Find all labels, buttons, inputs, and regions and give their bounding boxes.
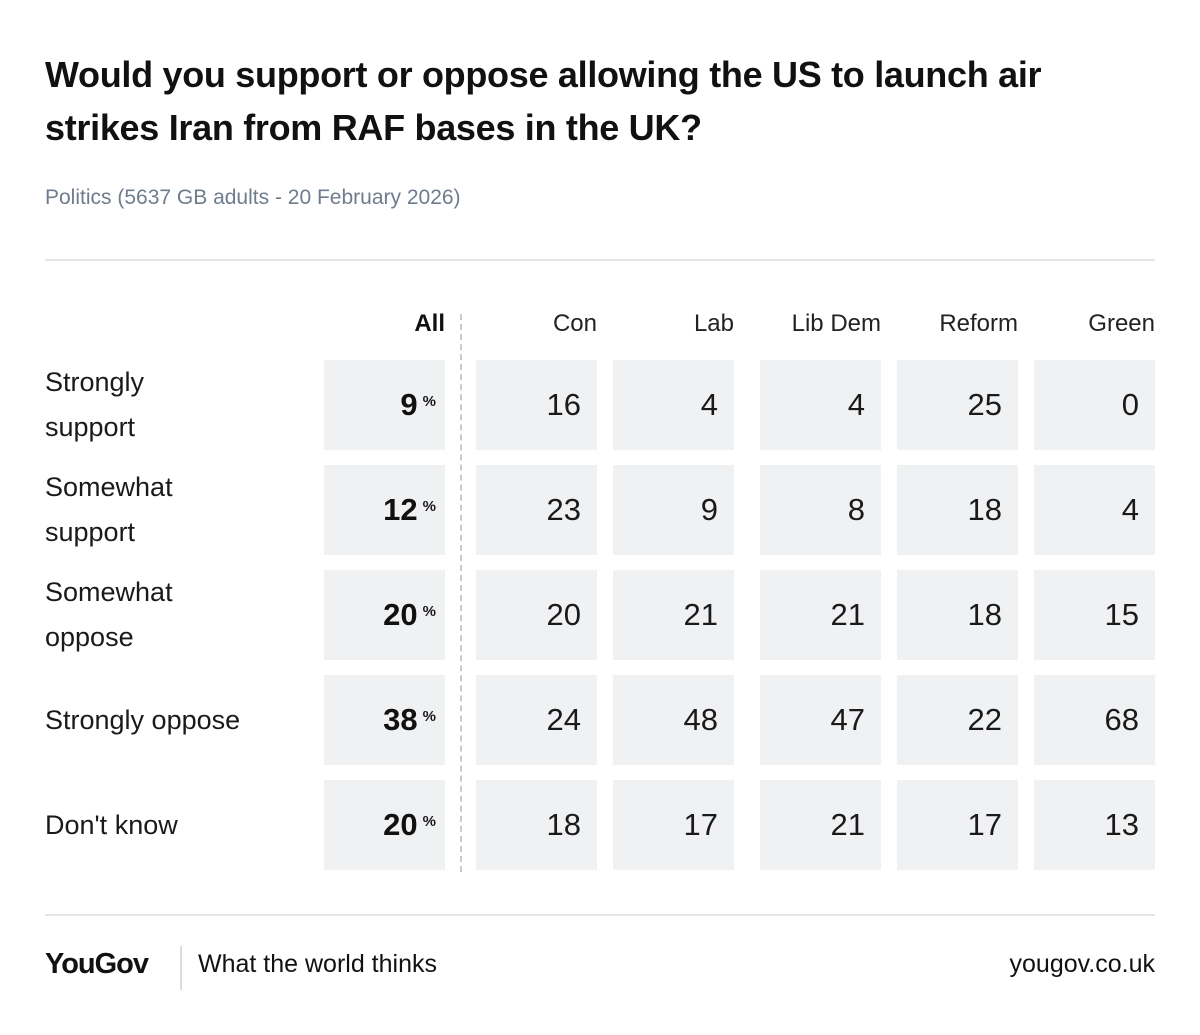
chart-subtitle: Politics (5637 GB adults - 20 February 2… xyxy=(45,186,461,209)
all-value: 20 xyxy=(383,597,418,632)
all-value-cell: 20% xyxy=(324,570,445,660)
column-header: All xyxy=(414,310,445,337)
all-column-divider xyxy=(460,314,462,872)
all-value: 20 xyxy=(383,807,418,842)
party-value-cell: 21 xyxy=(760,780,881,870)
party-value-cell: 22 xyxy=(897,675,1018,765)
party-value-cell: 18 xyxy=(476,780,597,870)
party-value-cell: 15 xyxy=(1034,570,1155,660)
all-value: 9 xyxy=(400,387,418,422)
party-value-cell: 21 xyxy=(760,570,881,660)
party-value-cell: 17 xyxy=(897,780,1018,870)
row-label: Somewhat support xyxy=(45,472,173,547)
party-value-cell: 8 xyxy=(760,465,881,555)
yougov-logo: YouGov xyxy=(45,948,149,980)
percent-sign: % xyxy=(422,812,436,830)
party-value-cell: 16 xyxy=(476,360,597,450)
column-header: Lab xyxy=(693,310,734,337)
chart-title: Would you support or oppose allowing the… xyxy=(45,54,1042,148)
bottom-divider xyxy=(45,914,1155,916)
logo-divider xyxy=(180,946,182,990)
party-value-cell: 18 xyxy=(897,570,1018,660)
party-value-cell: 4 xyxy=(1034,465,1155,555)
column-header: Lib Dem xyxy=(791,310,881,337)
party-value-cell: 17 xyxy=(613,780,734,870)
row-label: Strongly oppose xyxy=(45,704,241,735)
column-header: Con xyxy=(552,310,597,337)
party-value-cell: 47 xyxy=(760,675,881,765)
party-value-cell: 18 xyxy=(897,465,1018,555)
column-header: Green xyxy=(1088,310,1155,337)
party-value-cell: 13 xyxy=(1034,780,1155,870)
party-value-cell: 24 xyxy=(476,675,597,765)
party-value-cell: 48 xyxy=(613,675,734,765)
all-value: 38 xyxy=(383,702,418,737)
top-divider xyxy=(45,259,1155,261)
percent-sign: % xyxy=(422,497,436,515)
party-value-cell: 68 xyxy=(1034,675,1155,765)
all-value-cell: 12% xyxy=(324,465,445,555)
all-value-cell: 20% xyxy=(324,780,445,870)
tagline: What the world thinks xyxy=(198,950,437,978)
column-header: Reform xyxy=(939,310,1018,337)
all-value-cell: 38% xyxy=(324,675,445,765)
row-label: Strongly support xyxy=(45,367,145,442)
party-value-cell: 20 xyxy=(476,570,597,660)
row-label: Somewhat oppose xyxy=(45,577,173,652)
all-value: 12 xyxy=(383,492,418,527)
percent-sign: % xyxy=(422,602,436,620)
party-value-cell: 23 xyxy=(476,465,597,555)
party-value-cell: 9 xyxy=(613,465,734,555)
all-value-cell: 9% xyxy=(324,360,445,450)
party-value-cell: 21 xyxy=(613,570,734,660)
row-label: Don't know xyxy=(45,809,178,840)
percent-sign: % xyxy=(422,707,436,725)
site-url: yougov.co.uk xyxy=(1009,950,1155,978)
party-value-cell: 4 xyxy=(760,360,881,450)
party-value-cell: 4 xyxy=(613,360,734,450)
percent-sign: % xyxy=(422,392,436,410)
party-value-cell: 0 xyxy=(1034,360,1155,450)
party-value-cell: 25 xyxy=(897,360,1018,450)
